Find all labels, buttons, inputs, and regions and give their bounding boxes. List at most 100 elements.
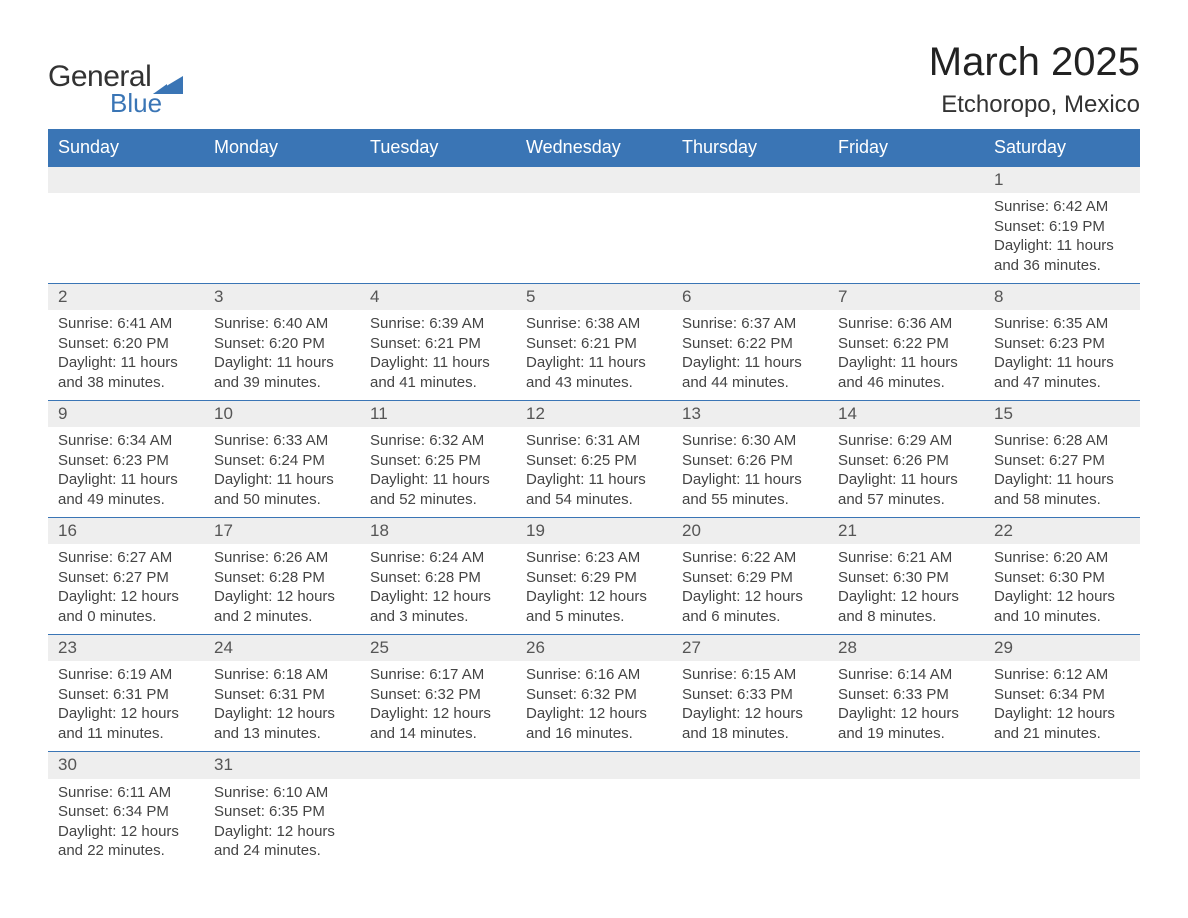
sunrise-line: Sunrise: 6:28 AM xyxy=(994,431,1130,451)
daylight-line: Daylight: 12 hours and 18 minutes. xyxy=(682,704,818,743)
daylight-line: Daylight: 12 hours and 3 minutes. xyxy=(370,587,506,626)
week-daynum-row: 16171819202122 xyxy=(48,518,1140,545)
sunset-line: Sunset: 6:20 PM xyxy=(58,334,194,354)
day-number-cell: 26 xyxy=(516,635,672,662)
sunrise-line: Sunrise: 6:23 AM xyxy=(526,548,662,568)
month-title: March 2025 xyxy=(929,40,1140,85)
day-number-cell: 7 xyxy=(828,284,984,311)
day-detail-cell: Sunrise: 6:39 AMSunset: 6:21 PMDaylight:… xyxy=(360,310,516,401)
sunset-line: Sunset: 6:34 PM xyxy=(58,802,194,822)
week-detail-row: Sunrise: 6:42 AMSunset: 6:19 PMDaylight:… xyxy=(48,193,1140,284)
day-number-cell: 16 xyxy=(48,518,204,545)
sunset-line: Sunset: 6:21 PM xyxy=(526,334,662,354)
day-detail-cell: Sunrise: 6:32 AMSunset: 6:25 PMDaylight:… xyxy=(360,427,516,518)
day-detail-cell: Sunrise: 6:31 AMSunset: 6:25 PMDaylight:… xyxy=(516,427,672,518)
day-detail-cell: Sunrise: 6:16 AMSunset: 6:32 PMDaylight:… xyxy=(516,661,672,752)
day-detail-cell xyxy=(48,193,204,284)
sunset-line: Sunset: 6:23 PM xyxy=(994,334,1130,354)
sunset-line: Sunset: 6:30 PM xyxy=(994,568,1130,588)
day-number-cell xyxy=(516,752,672,779)
sunrise-line: Sunrise: 6:24 AM xyxy=(370,548,506,568)
week-daynum-row: 3031 xyxy=(48,752,1140,779)
sunset-line: Sunset: 6:30 PM xyxy=(838,568,974,588)
day-number-cell: 19 xyxy=(516,518,672,545)
day-detail-cell xyxy=(360,193,516,284)
day-number-cell: 5 xyxy=(516,284,672,311)
day-number-cell xyxy=(360,752,516,779)
sunrise-line: Sunrise: 6:18 AM xyxy=(214,665,350,685)
sunrise-line: Sunrise: 6:15 AM xyxy=(682,665,818,685)
day-detail-cell: Sunrise: 6:24 AMSunset: 6:28 PMDaylight:… xyxy=(360,544,516,635)
sunset-line: Sunset: 6:26 PM xyxy=(682,451,818,471)
day-number-cell: 12 xyxy=(516,401,672,428)
sunrise-line: Sunrise: 6:22 AM xyxy=(682,548,818,568)
day-header: Tuesday xyxy=(360,129,516,167)
week-detail-row: Sunrise: 6:11 AMSunset: 6:34 PMDaylight:… xyxy=(48,779,1140,869)
sunset-line: Sunset: 6:22 PM xyxy=(682,334,818,354)
day-detail-cell: Sunrise: 6:17 AMSunset: 6:32 PMDaylight:… xyxy=(360,661,516,752)
sunset-line: Sunset: 6:32 PM xyxy=(526,685,662,705)
day-detail-cell: Sunrise: 6:29 AMSunset: 6:26 PMDaylight:… xyxy=(828,427,984,518)
day-number-cell: 1 xyxy=(984,167,1140,194)
day-header-row: Sunday Monday Tuesday Wednesday Thursday… xyxy=(48,129,1140,167)
day-header: Thursday xyxy=(672,129,828,167)
daylight-line: Daylight: 11 hours and 41 minutes. xyxy=(370,353,506,392)
day-number-cell: 24 xyxy=(204,635,360,662)
sunrise-line: Sunrise: 6:11 AM xyxy=(58,783,194,803)
day-number-cell: 17 xyxy=(204,518,360,545)
day-number-cell: 8 xyxy=(984,284,1140,311)
sunset-line: Sunset: 6:33 PM xyxy=(682,685,818,705)
day-number-cell: 31 xyxy=(204,752,360,779)
day-detail-cell xyxy=(984,779,1140,869)
day-detail-cell xyxy=(672,779,828,869)
sunset-line: Sunset: 6:23 PM xyxy=(58,451,194,471)
sunset-line: Sunset: 6:21 PM xyxy=(370,334,506,354)
day-detail-cell: Sunrise: 6:41 AMSunset: 6:20 PMDaylight:… xyxy=(48,310,204,401)
sunrise-line: Sunrise: 6:19 AM xyxy=(58,665,194,685)
day-number-cell: 22 xyxy=(984,518,1140,545)
day-detail-cell: Sunrise: 6:23 AMSunset: 6:29 PMDaylight:… xyxy=(516,544,672,635)
sunrise-line: Sunrise: 6:42 AM xyxy=(994,197,1130,217)
day-detail-cell xyxy=(204,193,360,284)
daylight-line: Daylight: 12 hours and 22 minutes. xyxy=(58,822,194,861)
day-detail-cell: Sunrise: 6:33 AMSunset: 6:24 PMDaylight:… xyxy=(204,427,360,518)
day-detail-cell: Sunrise: 6:26 AMSunset: 6:28 PMDaylight:… xyxy=(204,544,360,635)
sunset-line: Sunset: 6:29 PM xyxy=(682,568,818,588)
day-number-cell xyxy=(360,167,516,194)
daylight-line: Daylight: 12 hours and 10 minutes. xyxy=(994,587,1130,626)
sunrise-line: Sunrise: 6:29 AM xyxy=(838,431,974,451)
daylight-line: Daylight: 12 hours and 16 minutes. xyxy=(526,704,662,743)
sunrise-line: Sunrise: 6:40 AM xyxy=(214,314,350,334)
sunset-line: Sunset: 6:28 PM xyxy=(370,568,506,588)
sunset-line: Sunset: 6:27 PM xyxy=(994,451,1130,471)
daylight-line: Daylight: 11 hours and 43 minutes. xyxy=(526,353,662,392)
day-number-cell: 27 xyxy=(672,635,828,662)
day-number-cell xyxy=(204,167,360,194)
day-detail-cell: Sunrise: 6:36 AMSunset: 6:22 PMDaylight:… xyxy=(828,310,984,401)
day-number-cell: 11 xyxy=(360,401,516,428)
day-number-cell xyxy=(672,752,828,779)
week-daynum-row: 9101112131415 xyxy=(48,401,1140,428)
day-detail-cell: Sunrise: 6:28 AMSunset: 6:27 PMDaylight:… xyxy=(984,427,1140,518)
week-daynum-row: 23242526272829 xyxy=(48,635,1140,662)
sunset-line: Sunset: 6:24 PM xyxy=(214,451,350,471)
daylight-line: Daylight: 12 hours and 0 minutes. xyxy=(58,587,194,626)
sunrise-line: Sunrise: 6:32 AM xyxy=(370,431,506,451)
sunset-line: Sunset: 6:32 PM xyxy=(370,685,506,705)
day-detail-cell xyxy=(828,193,984,284)
daylight-line: Daylight: 12 hours and 24 minutes. xyxy=(214,822,350,861)
sunrise-line: Sunrise: 6:27 AM xyxy=(58,548,194,568)
daylight-line: Daylight: 11 hours and 57 minutes. xyxy=(838,470,974,509)
daylight-line: Daylight: 12 hours and 5 minutes. xyxy=(526,587,662,626)
daylight-line: Daylight: 11 hours and 46 minutes. xyxy=(838,353,974,392)
day-number-cell: 2 xyxy=(48,284,204,311)
daylight-line: Daylight: 11 hours and 52 minutes. xyxy=(370,470,506,509)
sunrise-line: Sunrise: 6:31 AM xyxy=(526,431,662,451)
day-detail-cell: Sunrise: 6:34 AMSunset: 6:23 PMDaylight:… xyxy=(48,427,204,518)
day-header: Saturday xyxy=(984,129,1140,167)
day-number-cell: 25 xyxy=(360,635,516,662)
day-detail-cell: Sunrise: 6:14 AMSunset: 6:33 PMDaylight:… xyxy=(828,661,984,752)
daylight-line: Daylight: 11 hours and 44 minutes. xyxy=(682,353,818,392)
sunrise-line: Sunrise: 6:14 AM xyxy=(838,665,974,685)
sunrise-line: Sunrise: 6:36 AM xyxy=(838,314,974,334)
